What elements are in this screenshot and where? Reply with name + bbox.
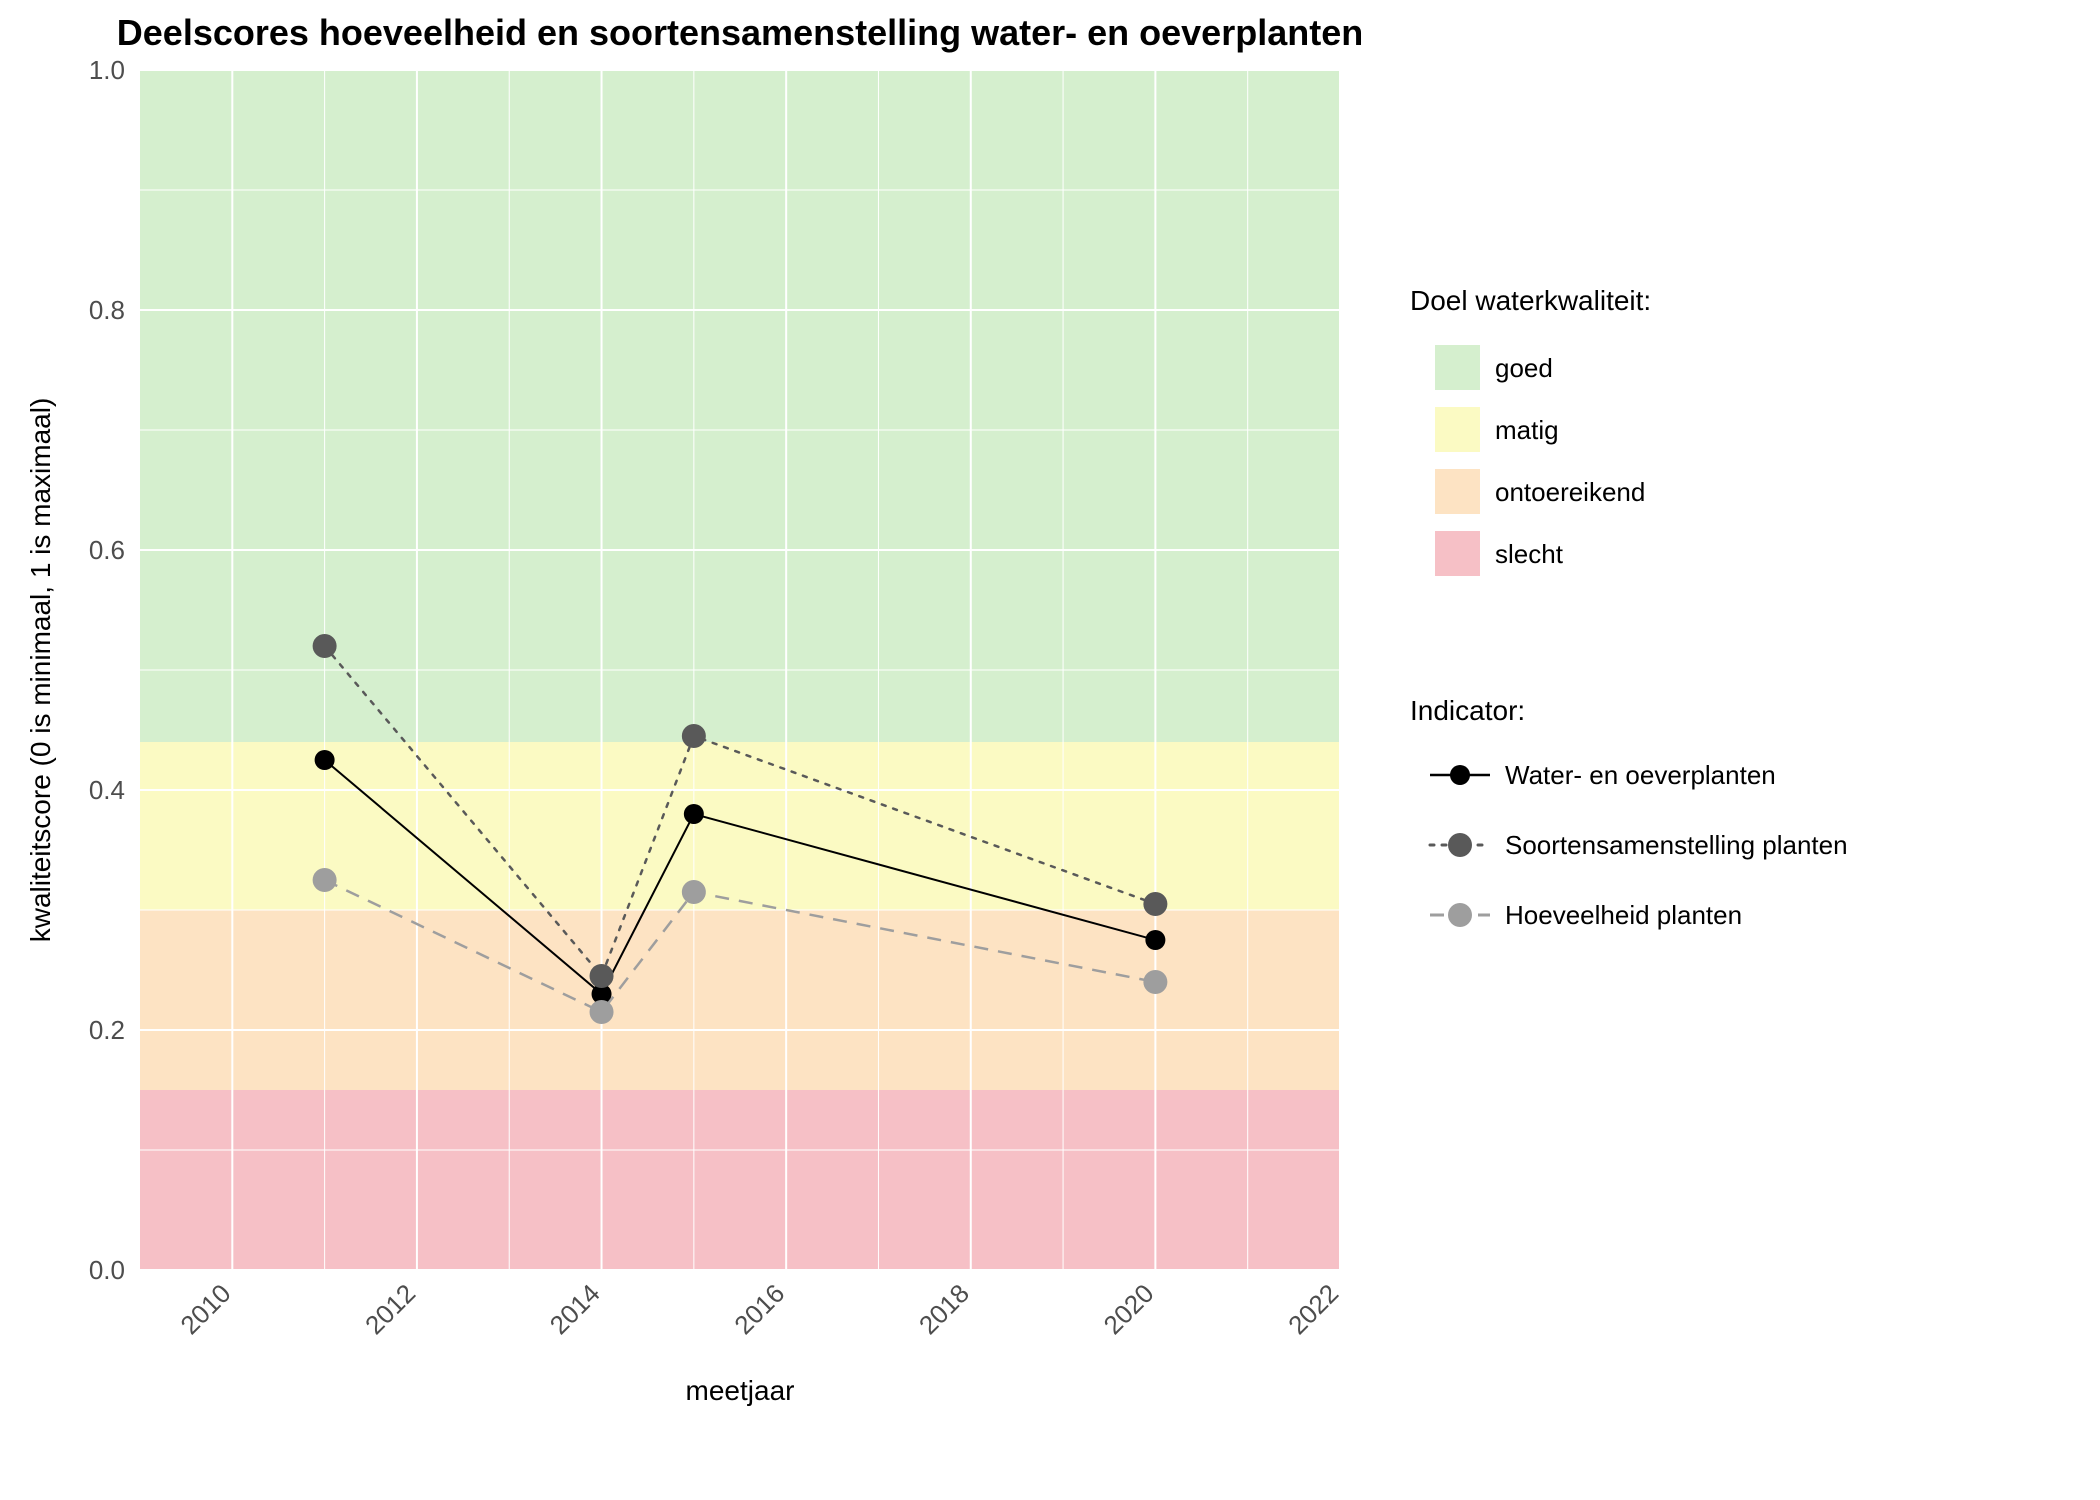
x-tick-label: 2022 bbox=[1282, 1278, 1344, 1340]
series-marker-0 bbox=[315, 750, 335, 770]
legend-band-swatch bbox=[1435, 469, 1480, 514]
series-marker-1 bbox=[313, 634, 337, 658]
series-marker-2 bbox=[590, 1000, 614, 1024]
y-tick-label: 1.0 bbox=[89, 55, 125, 85]
legend-bands-title: Doel waterkwaliteit: bbox=[1410, 285, 1651, 316]
legend-band-swatch bbox=[1435, 407, 1480, 452]
series-marker-0 bbox=[1145, 930, 1165, 950]
series-marker-1 bbox=[1143, 892, 1167, 916]
legend-band-label: slecht bbox=[1495, 539, 1564, 569]
chart: Deelscores hoeveelheid en soortensamenst… bbox=[0, 0, 2100, 1500]
y-tick-label: 0.6 bbox=[89, 535, 125, 565]
legend-series-label: Water- en oeverplanten bbox=[1505, 760, 1776, 790]
series-marker-2 bbox=[313, 868, 337, 892]
x-axis-title: meetjaar bbox=[686, 1375, 795, 1406]
y-axis-title: kwaliteitscore (0 is minimaal, 1 is maxi… bbox=[25, 398, 56, 943]
y-tick-label: 0.0 bbox=[89, 1255, 125, 1285]
legend-series-label: Soortensamenstelling planten bbox=[1505, 830, 1848, 860]
series-marker-2 bbox=[1143, 970, 1167, 994]
legend-band-label: goed bbox=[1495, 353, 1553, 383]
series-marker-2 bbox=[682, 880, 706, 904]
y-tick-label: 0.4 bbox=[89, 775, 125, 805]
legend-series-label: Hoeveelheid planten bbox=[1505, 900, 1742, 930]
legend-band-swatch bbox=[1435, 531, 1480, 576]
legend-series-marker bbox=[1450, 765, 1470, 785]
chart-title: Deelscores hoeveelheid en soortensamenst… bbox=[117, 12, 1363, 53]
legend-band-label: ontoereikend bbox=[1495, 477, 1645, 507]
x-tick-label: 2010 bbox=[174, 1278, 236, 1340]
series-marker-0 bbox=[684, 804, 704, 824]
x-tick-label: 2018 bbox=[913, 1278, 975, 1340]
x-tick-label: 2016 bbox=[728, 1278, 790, 1340]
x-tick-label: 2020 bbox=[1098, 1278, 1160, 1340]
x-tick-label: 2012 bbox=[359, 1278, 421, 1340]
x-tick-label: 2014 bbox=[544, 1278, 606, 1340]
y-tick-label: 0.2 bbox=[89, 1015, 125, 1045]
legend-band-label: matig bbox=[1495, 415, 1559, 445]
y-tick-label: 0.8 bbox=[89, 295, 125, 325]
series-marker-1 bbox=[682, 724, 706, 748]
legend-band-swatch bbox=[1435, 345, 1480, 390]
band-slecht bbox=[140, 1090, 1340, 1270]
series-marker-1 bbox=[590, 964, 614, 988]
legend-series-marker bbox=[1448, 833, 1472, 857]
legend-series-marker bbox=[1448, 903, 1472, 927]
legend-indicator-title: Indicator: bbox=[1410, 695, 1525, 726]
